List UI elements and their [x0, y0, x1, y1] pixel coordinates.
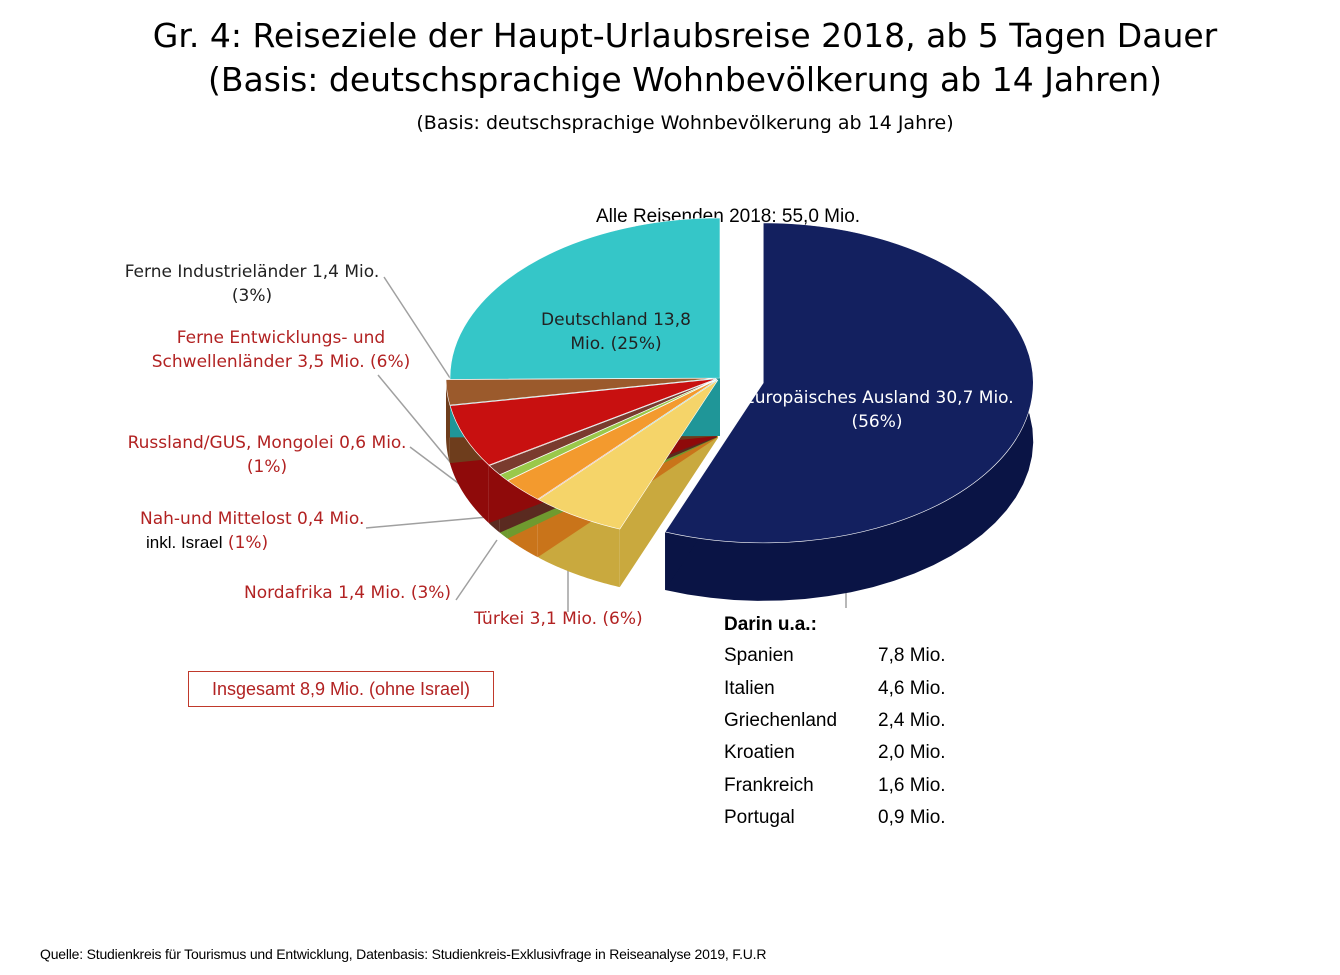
- table-row: Spanien 7,8 Mio.: [724, 640, 946, 672]
- total-note-box: Insgesamt 8,9 Mio. (ohne Israel): [188, 671, 494, 707]
- detail-value: 7,8 Mio.: [878, 645, 946, 667]
- pie-slice: [664, 222, 1034, 544]
- label-nah-line2a: inkl. Israel: [146, 533, 223, 552]
- label-russ-line1: Russland/GUS, Mongolei 0,6 Mio.: [127, 433, 407, 453]
- label-russland: Russland/GUS, Mongolei 0,6 Mio. (1%): [122, 431, 412, 479]
- detail-country: Kroatien: [724, 742, 795, 764]
- leader-line-nahost: [365, 516, 489, 529]
- detail-country: Spanien: [724, 645, 794, 667]
- chart-title-line1: Gr. 4: Reiseziele der Haupt-Urlaubsreise…: [152, 16, 1218, 55]
- detail-rows: Spanien 7,8 Mio. Italien 4,6 Mio. Griechen…: [724, 640, 946, 834]
- detail-value: 2,4 Mio.: [878, 709, 946, 731]
- pie-slice: [537, 379, 719, 530]
- detail-heading: Darin u.a.:: [724, 614, 817, 635]
- label-nordafrika: Nordafrika 1,4 Mio. (3%): [244, 583, 452, 603]
- label-nah-line1: Nah-und Mittelost 0,4 Mio.: [140, 509, 365, 529]
- label-ferne-industrielaender: Ferne Industrieländer 1,4 Mio. (3%): [121, 260, 383, 308]
- table-row: Italien 4,6 Mio.: [724, 672, 946, 704]
- detail-country: Portugal: [724, 807, 795, 829]
- label-nah-line2: inkl. Israel (1%): [140, 531, 364, 555]
- chart-subtitle: (Basis: deutschsprachige Wohnbevölkerung…: [416, 112, 954, 134]
- leader-line-industrie: [383, 276, 451, 379]
- detail-value: 2,0 Mio.: [878, 742, 946, 764]
- pie-tops: [445, 217, 1034, 544]
- label-russ-line2: (1%): [246, 457, 288, 477]
- label-nahost: Nah-und Mittelost 0,4 Mio. inkl. Israel …: [140, 507, 364, 555]
- table-row: Griechenland 2,4 Mio.: [724, 705, 946, 737]
- label-tuerkei: Türkei 3,1 Mio. (6%): [474, 609, 643, 629]
- chart-title-line2: (Basis: deutschsprachige Wohnbevölkerung…: [207, 60, 1163, 99]
- source-note: Quelle: Studienkreis für Tourismus und E…: [40, 946, 767, 962]
- label-ferne-entwicklungslaender: Ferne Entwicklungs- und Schwellenländer …: [150, 326, 412, 374]
- leader-line-nordafrika: [455, 539, 498, 601]
- label-europa-line2: (56%): [851, 412, 903, 432]
- pie-slice: [488, 379, 717, 476]
- pie-slice: [449, 378, 717, 466]
- pie-slice: [449, 217, 721, 380]
- label-europa-line1: Europäisches Ausland 30,7 Mio.: [744, 388, 1014, 408]
- detail-value: 0,9 Mio.: [878, 807, 946, 829]
- label-nah-line2b: (1%): [222, 533, 269, 553]
- detail-table: Darin u.a.: Spanien 7,8 Mio. Italien 4,6 M…: [724, 610, 946, 834]
- label-europa: Europäisches Ausland 30,7 Mio. (56%): [744, 386, 1014, 434]
- detail-country: Italien: [724, 677, 775, 699]
- table-row: Frankreich 1,6 Mio.: [724, 770, 946, 802]
- detail-country: Griechenland: [724, 709, 838, 731]
- label-entw-line1: Ferne Entwicklungs- und: [176, 328, 386, 348]
- label-deutschland-line1: Deutschland 13,8: [541, 310, 691, 330]
- label-entw-line2: Schwellenländer 3,5 Mio. (6%): [151, 352, 411, 372]
- detail-country: Frankreich: [724, 774, 814, 796]
- detail-value: 1,6 Mio.: [878, 774, 946, 796]
- detail-value: 4,6 Mio.: [878, 677, 946, 699]
- label-ind-line2: (3%): [231, 286, 273, 306]
- label-ind-line1: Ferne Industrieländer 1,4 Mio.: [124, 262, 380, 282]
- label-deutschland-line2: Mio. (25%): [570, 334, 662, 354]
- table-row: Portugal 0,9 Mio.: [724, 802, 946, 834]
- label-deutschland: Deutschland 13,8 Mio. (25%): [536, 308, 696, 356]
- pie-slice: [445, 377, 717, 406]
- table-row: Kroatien 2,0 Mio.: [724, 737, 946, 769]
